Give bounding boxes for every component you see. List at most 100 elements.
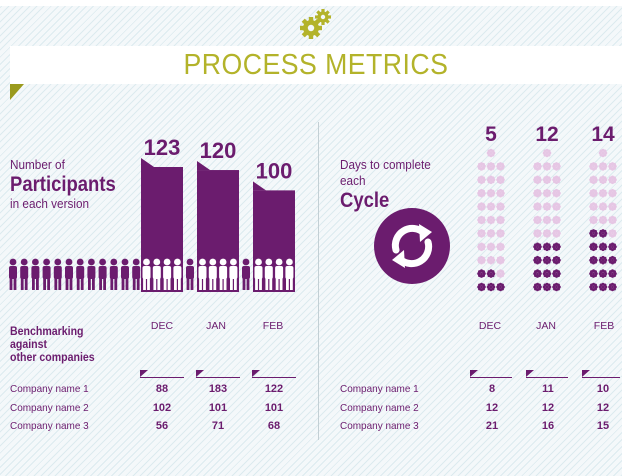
left-row-name-2: Company name 2	[10, 402, 89, 414]
person-icon	[173, 258, 182, 290]
flower-icon	[542, 255, 552, 265]
left-column-feb: FEB	[262, 320, 284, 332]
left-cell-1-dec: 88	[155, 383, 169, 395]
flower-icon	[608, 175, 617, 185]
person-icon	[76, 258, 85, 290]
flower-icon	[533, 242, 542, 252]
right-cell-2-dec: 12	[485, 402, 499, 414]
flower-icon	[589, 269, 598, 278]
flower-icon	[552, 242, 561, 252]
flower-icon	[608, 255, 617, 265]
flower-icon	[496, 202, 505, 211]
top-strip	[0, 0, 622, 6]
right-cell-3-feb: 15	[596, 420, 610, 432]
flower-icon	[608, 188, 617, 198]
flower-icon	[496, 162, 505, 171]
left-cell-3-feb: 68	[267, 420, 281, 432]
participants-value-label: 100	[256, 158, 293, 183]
left-cell-2-jan: 101	[208, 402, 228, 414]
person-icon	[98, 258, 107, 290]
flower-icon	[496, 175, 505, 185]
flower-icon	[598, 202, 608, 211]
cycle-value-label: 12	[535, 123, 558, 146]
flower-icon	[608, 202, 617, 211]
person-icon	[152, 258, 161, 290]
flower-icon	[533, 188, 542, 198]
flower-icon	[552, 202, 561, 211]
refresh-cycle-icon	[372, 206, 452, 286]
flower-icon	[589, 229, 598, 238]
flower-icon	[477, 162, 486, 171]
left-cell-2-feb: 101	[264, 402, 284, 414]
flower-icon	[477, 175, 486, 185]
left-col-rule-jan	[196, 377, 240, 378]
person-icon	[198, 258, 207, 290]
person-icon	[53, 258, 62, 290]
flower-icon	[598, 255, 608, 265]
flower-icon	[598, 175, 608, 185]
right-column-jan: JAN	[536, 320, 556, 332]
page-title: PROCESS METRICS	[183, 48, 449, 81]
left-column-dec: DEC	[150, 320, 174, 332]
gears-icon	[296, 4, 336, 44]
flower-icon	[533, 282, 542, 292]
flower-icon	[552, 215, 561, 225]
flower-icon	[598, 242, 608, 252]
flower-icon	[542, 242, 552, 252]
flower-icon	[608, 162, 617, 171]
flower-icon	[589, 282, 598, 292]
flower-icon	[533, 269, 542, 278]
flower-icon	[589, 215, 598, 225]
right-col-rule-dec	[470, 377, 512, 378]
person-icon	[285, 258, 294, 290]
participants-bar-flag	[141, 158, 154, 167]
person-icon	[229, 258, 238, 290]
flower-icon	[477, 282, 486, 292]
flower-icon	[496, 229, 505, 238]
flower-icon	[542, 215, 552, 225]
cycle-value-label: 14	[591, 123, 615, 146]
flower-icon	[552, 269, 561, 278]
flower-icon	[542, 269, 552, 278]
left-col-marker-feb	[252, 370, 260, 377]
flower-icon	[477, 188, 486, 198]
flower-icon	[608, 229, 617, 238]
person-icon	[87, 258, 96, 290]
flower-icon	[589, 175, 598, 185]
left-col-marker-jan	[196, 370, 204, 377]
flower-icon	[477, 229, 486, 238]
flower-icon	[486, 175, 496, 185]
flower-icon	[496, 282, 505, 292]
left-col-marker-dec	[140, 370, 148, 377]
person-icon	[219, 258, 228, 290]
person-icon	[121, 258, 129, 290]
left-cell-2-dec: 102	[152, 402, 172, 414]
left-column-jan: JAN	[206, 320, 226, 332]
flower-icon	[589, 255, 598, 265]
cycle-label-line2: each	[340, 174, 366, 188]
flower-icon	[552, 175, 561, 185]
right-cell-1-jan: 11	[542, 383, 554, 395]
cycle-label-line1: Days to complete	[340, 158, 431, 172]
left-cell-3-dec: 56	[155, 420, 169, 432]
flower-icon	[486, 242, 496, 252]
right-cell-2-feb: 12	[596, 402, 610, 414]
right-cell-3-dec: 21	[485, 420, 499, 432]
person-icon	[208, 258, 217, 290]
participants-label-line3: in each version	[10, 197, 90, 211]
title-fold-accent	[10, 84, 24, 100]
person-icon	[242, 258, 250, 290]
right-col-rule-jan	[526, 377, 568, 378]
flower-icon	[589, 202, 598, 211]
participants-label-big: Participants	[10, 173, 116, 196]
flower-icon	[552, 188, 561, 198]
right-row-name-2: Company name 2	[340, 402, 419, 414]
benchmark-label-line2: against	[10, 339, 48, 351]
participants-value-label: 123	[144, 135, 181, 160]
participants-bar-flag	[253, 181, 266, 191]
person-icon	[9, 258, 17, 290]
flower-icon	[486, 255, 496, 265]
right-col-marker-dec	[470, 370, 478, 377]
cycle-label-big: Cycle	[340, 189, 390, 212]
flower-icon	[542, 282, 552, 292]
